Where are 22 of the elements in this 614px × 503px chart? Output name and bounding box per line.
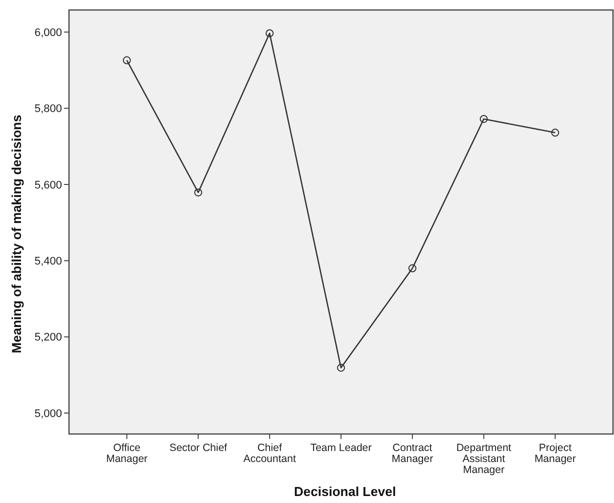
point (122, 56, 131, 64)
y-tick-label: 5,800 (34, 103, 62, 116)
point (480, 114, 488, 123)
point (408, 264, 416, 272)
point (266, 29, 274, 38)
y-tick-label: 5,200 (34, 332, 62, 344)
x-tick-label: Sector Chief (169, 442, 228, 454)
x-tick-label: Contract Manager (392, 442, 434, 465)
y-tick-label: 5,000 (34, 408, 62, 420)
y-tick-label: 5,600 (34, 179, 62, 192)
x-tick-label: Office Manager (106, 442, 148, 465)
point (551, 128, 560, 137)
point (337, 364, 345, 372)
y-axis-title: Meaning of ability of making decisions (9, 114, 24, 354)
x-tick-label: Department Assistant Manager (456, 442, 512, 476)
x-tick-label: Chief Accountant (243, 442, 296, 465)
y-tick-label: 6,000 (34, 26, 62, 39)
x-tick-label: Team Leader (310, 442, 372, 454)
x-tick-label: Project Manager (534, 442, 576, 465)
y-tick-label: 5,400 (34, 256, 62, 268)
point (194, 188, 202, 196)
x-axis-title: Decisional Level (294, 484, 396, 499)
